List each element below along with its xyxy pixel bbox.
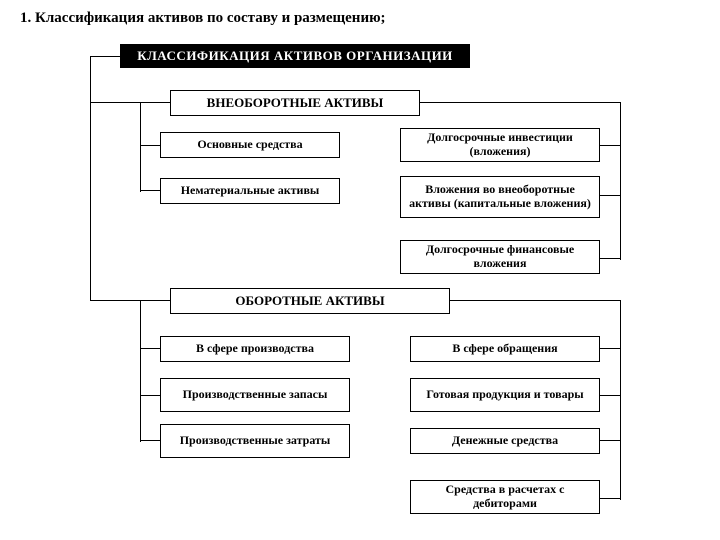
connector bbox=[140, 440, 160, 441]
node-g2-right-2: Денежные средства bbox=[410, 428, 600, 454]
node-g1-left-0: Основные средства bbox=[160, 132, 340, 158]
connector bbox=[140, 300, 170, 301]
connector bbox=[140, 190, 160, 191]
connector bbox=[600, 195, 620, 196]
connector bbox=[140, 348, 160, 349]
connector bbox=[600, 348, 620, 349]
node-g2-right-0: В сфере обращения bbox=[410, 336, 600, 362]
node-g2-left-1: Производственные запасы bbox=[160, 378, 350, 412]
connector bbox=[140, 395, 160, 396]
connector bbox=[450, 300, 620, 301]
connector bbox=[140, 102, 141, 192]
connector bbox=[140, 145, 160, 146]
connector bbox=[600, 145, 620, 146]
connector bbox=[600, 498, 620, 499]
connector bbox=[620, 102, 621, 260]
connector bbox=[620, 300, 621, 500]
node-group-2: ОБОРОТНЫЕ АКТИВЫ bbox=[170, 288, 450, 314]
connector bbox=[90, 56, 120, 57]
connector bbox=[140, 102, 170, 103]
page-title: 1. Классификация активов по составу и ра… bbox=[20, 10, 386, 27]
node-g1-right-1: Вложения во внеоборотные активы (капитал… bbox=[400, 176, 600, 218]
node-g2-left-0: В сфере производства bbox=[160, 336, 350, 362]
connector bbox=[600, 258, 620, 259]
node-root: КЛАССИФИКАЦИЯ АКТИВОВ ОРГАНИЗАЦИИ bbox=[120, 44, 470, 68]
connector bbox=[90, 56, 91, 300]
connector bbox=[600, 440, 620, 441]
node-g2-right-1: Готовая продукция и товары bbox=[410, 378, 600, 412]
node-g1-right-0: Долгосрочные инвестиции (вложения) bbox=[400, 128, 600, 162]
node-g2-right-3: Средства в расчетах с дебиторами bbox=[410, 480, 600, 514]
node-g2-left-2: Производственные затраты bbox=[160, 424, 350, 458]
node-g1-left-1: Нематериальные активы bbox=[160, 178, 340, 204]
node-group-1: ВНЕОБОРОТНЫЕ АКТИВЫ bbox=[170, 90, 420, 116]
node-g1-right-2: Долгосрочные финансовые вложения bbox=[400, 240, 600, 274]
connector bbox=[420, 102, 620, 103]
connector bbox=[140, 300, 141, 442]
connector bbox=[600, 395, 620, 396]
